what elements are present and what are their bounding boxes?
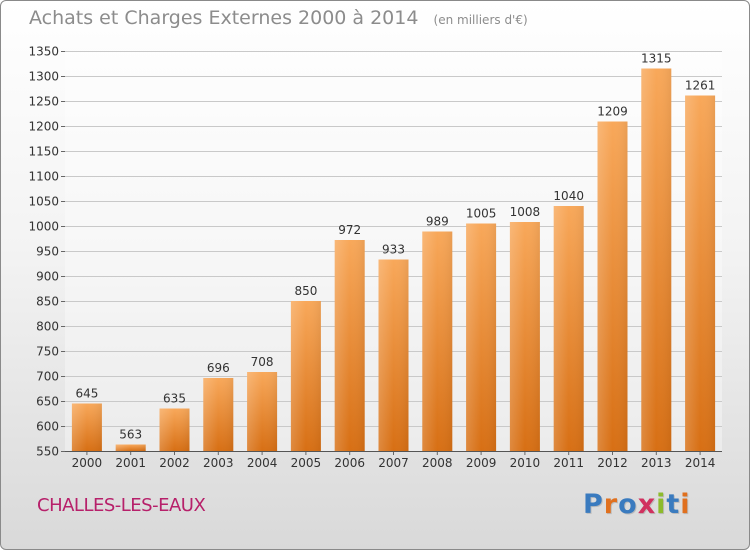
bar-highlight <box>466 223 497 451</box>
value-label: 1008 <box>510 205 541 219</box>
chart-title: Achats et Charges Externes 2000 à 2014 <box>29 7 419 29</box>
bar-highlight <box>115 444 146 451</box>
y-tick-label: 1250 <box>28 95 59 109</box>
value-label: 1261 <box>685 79 716 93</box>
bar-highlight <box>71 403 102 451</box>
proxiti-logo: Proxiti <box>583 489 691 520</box>
x-tick-label: 2002 <box>159 456 190 470</box>
y-tick-label: 900 <box>36 270 59 284</box>
logo-letter: i <box>680 489 691 520</box>
x-tick-label: 2013 <box>641 456 672 470</box>
logo-letter: r <box>603 489 619 520</box>
logo-letter: i <box>656 489 667 520</box>
value-label: 1315 <box>641 52 672 66</box>
x-tick-label: 2001 <box>115 456 146 470</box>
logo-letter: t <box>666 489 681 520</box>
bar-highlight <box>597 121 628 451</box>
y-axis-ticks: 550 600 650 700 750 800 850 900 950 1000 1050 1100 1… <box>28 45 65 459</box>
x-tick-label: 2006 <box>334 456 365 470</box>
bar-highlight <box>378 259 409 451</box>
y-tick-label: 950 <box>36 245 59 259</box>
bars <box>71 68 716 451</box>
bar-highlight <box>247 372 278 451</box>
bar-highlight <box>553 206 584 451</box>
y-tick-label: 1050 <box>28 195 59 209</box>
bar-highlight <box>334 240 365 451</box>
value-label: 989 <box>426 215 449 229</box>
bar-highlight <box>641 68 672 451</box>
y-tick-label: 850 <box>36 295 59 309</box>
chart-subtitle: (en milliers d'€) <box>433 13 528 27</box>
y-tick-label: 550 <box>36 445 59 459</box>
x-tick-label: 2010 <box>510 456 541 470</box>
y-tick-label: 1350 <box>28 45 59 59</box>
x-tick-label: 2005 <box>291 456 322 470</box>
bar-highlight <box>685 95 716 451</box>
value-label: 708 <box>251 355 274 369</box>
value-label: 645 <box>75 387 98 401</box>
y-tick-label: 650 <box>36 395 59 409</box>
y-tick-label: 1300 <box>28 70 59 84</box>
bar-highlight <box>422 231 453 451</box>
x-tick-label: 2011 <box>553 456 584 470</box>
value-label: 1005 <box>466 207 497 221</box>
logo-letter: o <box>618 489 638 520</box>
value-label: 850 <box>294 284 317 298</box>
y-tick-label: 700 <box>36 370 59 384</box>
x-tick-label: 2007 <box>378 456 409 470</box>
value-label: 1040 <box>553 189 584 203</box>
x-tick-label: 2012 <box>597 456 628 470</box>
value-label: 563 <box>119 428 142 442</box>
city-name: CHALLES-LES-EAUX <box>37 495 206 516</box>
y-tick-label: 1000 <box>28 220 59 234</box>
title-line: Achats et Charges Externes 2000 à 2014 (… <box>29 7 528 29</box>
logo-letter: P <box>583 489 604 520</box>
value-label: 635 <box>163 392 186 406</box>
bar-highlight <box>290 301 321 451</box>
x-tick-label: 2003 <box>203 456 234 470</box>
value-label: 933 <box>382 243 405 257</box>
value-label: 972 <box>338 223 361 237</box>
x-tick-label: 2000 <box>72 456 103 470</box>
x-tick-label: 2009 <box>466 456 497 470</box>
x-tick-label: 2004 <box>247 456 278 470</box>
y-tick-label: 1100 <box>28 170 59 184</box>
value-labels: 645 563 635 696 708 850 972 933 989 1005 1008 1040 1… <box>75 52 715 442</box>
bar-highlight <box>203 378 234 451</box>
bar-highlight <box>159 408 190 451</box>
x-tick-label: 2014 <box>685 456 716 470</box>
x-axis-ticks: 2000 2001 2002 2003 2004 2005 2006 2007 2008 2009… <box>72 451 716 470</box>
logo-letter: x <box>637 489 657 520</box>
x-tick-label: 2008 <box>422 456 453 470</box>
y-tick-label: 800 <box>36 320 59 334</box>
y-tick-label: 600 <box>36 420 59 434</box>
y-tick-label: 750 <box>36 345 59 359</box>
value-label: 1209 <box>597 105 628 119</box>
bar-highlight <box>509 222 540 451</box>
y-tick-label: 1150 <box>28 145 59 159</box>
y-tick-label: 1200 <box>28 120 59 134</box>
value-label: 696 <box>207 361 230 375</box>
